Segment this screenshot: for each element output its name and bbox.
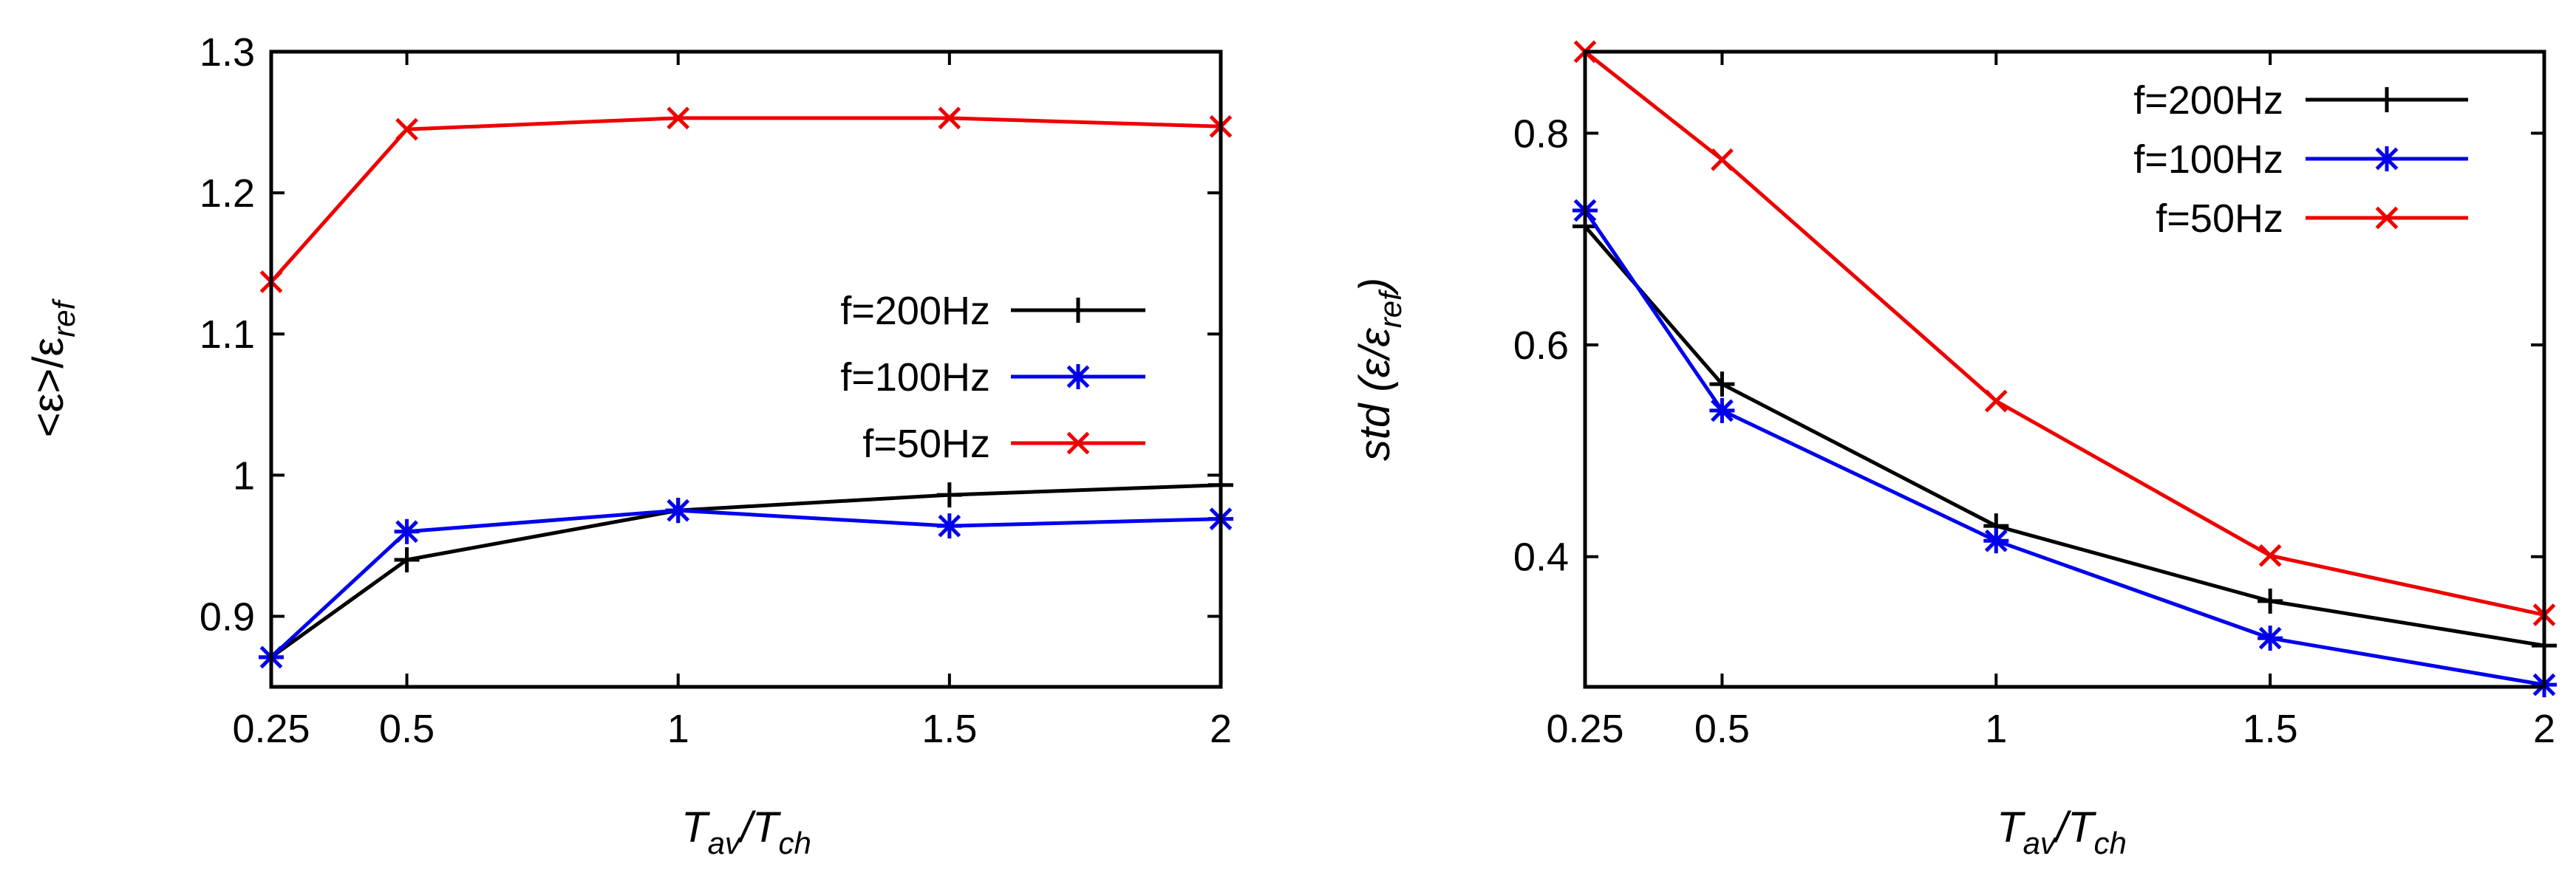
legend-marker-f=200Hz <box>1066 298 1091 323</box>
x-label-t1: T <box>681 804 710 852</box>
x-tick-label: 2 <box>2533 707 2555 751</box>
legend-label-f=200Hz: f=200Hz <box>2133 78 2283 123</box>
legend-marker-f=50Hz-d2 <box>2375 206 2399 230</box>
data-point-f=200Hz-3 <box>2258 588 2283 614</box>
data-point-f=100Hz-1-d2 <box>395 520 418 544</box>
data-point-f=50Hz-2-d2 <box>1984 389 2008 413</box>
y-label-std: std <box>1351 403 1399 461</box>
data-point-f=50Hz-1-d2 <box>395 117 418 141</box>
legend-label-f=50Hz: f=50Hz <box>862 422 990 466</box>
data-point-f=100Hz-3-d2 <box>938 514 961 538</box>
left-chart-panel: 0.25 0.5 1 1.5 20.911.11.21.3f=200Hzf=100Hzf… <box>24 30 1233 860</box>
data-point-f=50Hz-1 <box>1711 148 1734 171</box>
legend-marker-f=50Hz <box>1066 431 1090 455</box>
y-label-open: < <box>24 412 72 437</box>
data-point-f=100Hz-1 <box>1709 397 1735 423</box>
data-point-f=200Hz-1 <box>1709 371 1735 397</box>
y-label-eps2: ε <box>24 338 72 357</box>
y-axis-label: std (ε/εref) <box>1351 278 1408 461</box>
legend-marker-f=100Hz <box>2374 146 2399 171</box>
series-line-f=50Hz <box>1584 50 2545 617</box>
data-point-f=50Hz-3-d2 <box>2258 544 2282 567</box>
data-point-f=100Hz-3 <box>936 513 962 539</box>
data-point-f=50Hz-3-d2 <box>938 106 961 130</box>
series-line-f=50Hz <box>270 116 1221 284</box>
x-label-sub1: av <box>2023 826 2058 860</box>
legend-marker-f=100Hz-d2 <box>1066 365 1090 388</box>
legend-marker-f=100Hz-d2 <box>2375 147 2399 171</box>
x-label-t1: T <box>1997 804 2025 852</box>
y-label-sub: ref <box>1373 289 1408 328</box>
y-label-eps: ε <box>24 394 72 413</box>
data-point-f=100Hz-2-d2 <box>667 499 690 522</box>
y-tick-label: 1 <box>233 453 255 498</box>
data-point-f=50Hz-2-d2 <box>667 106 690 130</box>
data-point-f=100Hz-2 <box>665 498 691 524</box>
legend-label-f=50Hz: f=50Hz <box>2156 196 2283 241</box>
legend-marker-f=50Hz <box>2375 206 2399 230</box>
legend-label-f=100Hz: f=100Hz <box>840 355 990 400</box>
x-tick-label: 1 <box>1985 707 2007 751</box>
y-tick-label: 1.1 <box>200 312 255 357</box>
legend-marker-f=50Hz-d2 <box>1066 431 1090 455</box>
x-label-t2: T <box>2068 804 2096 852</box>
x-tick-label: 1.5 <box>2243 707 2298 751</box>
data-point-f=50Hz-1 <box>395 117 418 141</box>
y-tick-label: 0.9 <box>200 595 255 639</box>
x-tick-label: 1.5 <box>921 707 977 751</box>
x-tick-label: 2 <box>1210 707 1232 751</box>
legend: f=200Hz f=100Hz f=50Hz <box>840 289 1145 466</box>
y-label-open: ( <box>1351 374 1399 404</box>
data-point-f=100Hz-2-d2 <box>1984 529 2008 552</box>
legend-label-f=200Hz: f=200Hz <box>840 289 990 333</box>
y-axis-label: <ε>/εref <box>24 298 81 437</box>
x-tick-label: 0.25 <box>232 707 310 751</box>
data-point-f=200Hz-3 <box>936 482 962 508</box>
x-axis-label: Tav/Tch <box>681 804 811 860</box>
y-label-sub: ref <box>47 298 81 337</box>
plot-frame <box>269 49 1223 689</box>
y-tick-label: 0.8 <box>1513 112 1569 156</box>
x-tick-label: 0.5 <box>379 707 435 751</box>
data-point-f=100Hz-2 <box>1983 528 2009 554</box>
data-point-f=200Hz-1 <box>394 547 420 572</box>
y-label-eps: ε <box>1351 357 1399 377</box>
right-chart-panel: 0.25 0.5 1 1.5 2 0.4 0.6 0.8 f=200Hz f=100Hz f=50H… <box>1351 40 2557 860</box>
data-point-f=100Hz-1-d2 <box>1711 399 1734 422</box>
x-label-sub2: ch <box>2094 826 2127 860</box>
y-tick-label: 0.4 <box>1513 535 1569 580</box>
x-axis-label: Tav/Tch <box>1997 804 2127 860</box>
legend-marker-f=100Hz <box>1066 364 1091 389</box>
y-label-close: >/ <box>24 356 72 394</box>
y-tick-label: 1.3 <box>200 30 255 75</box>
data-point-f=50Hz-2 <box>667 106 690 130</box>
x-tick-label: 0.25 <box>1546 707 1623 751</box>
y-label-eps2: ε <box>1351 327 1399 347</box>
y-tick-label: 1.2 <box>200 171 255 216</box>
data-point-f=100Hz-3 <box>2258 626 2283 651</box>
data-point-f=50Hz-3 <box>938 106 961 130</box>
x-label-t2: T <box>752 804 781 852</box>
series-line-f=200Hz <box>270 483 1221 659</box>
legend-label-f=100Hz: f=100Hz <box>2133 137 2283 182</box>
data-point-f=100Hz-3-d2 <box>2258 626 2282 650</box>
series-line-f=100Hz <box>1583 209 2545 687</box>
legend: f=200Hz f=100Hz f=50Hz <box>2133 78 2468 241</box>
plot-frame <box>1583 49 2546 689</box>
x-label-sub2: ch <box>779 826 811 860</box>
data-point-f=50Hz-1-d2 <box>1711 148 1734 171</box>
legend-marker-f=200Hz <box>2374 87 2399 112</box>
x-label-sub1: av <box>708 826 743 860</box>
y-tick-label: 0.6 <box>1513 323 1569 368</box>
data-point-f=50Hz-3 <box>2258 544 2282 567</box>
x-tick-label: 1 <box>667 707 689 751</box>
data-point-f=50Hz-2 <box>1984 389 2008 413</box>
x-tick-label: 0.5 <box>1694 707 1750 751</box>
data-point-f=100Hz-1 <box>394 518 420 544</box>
